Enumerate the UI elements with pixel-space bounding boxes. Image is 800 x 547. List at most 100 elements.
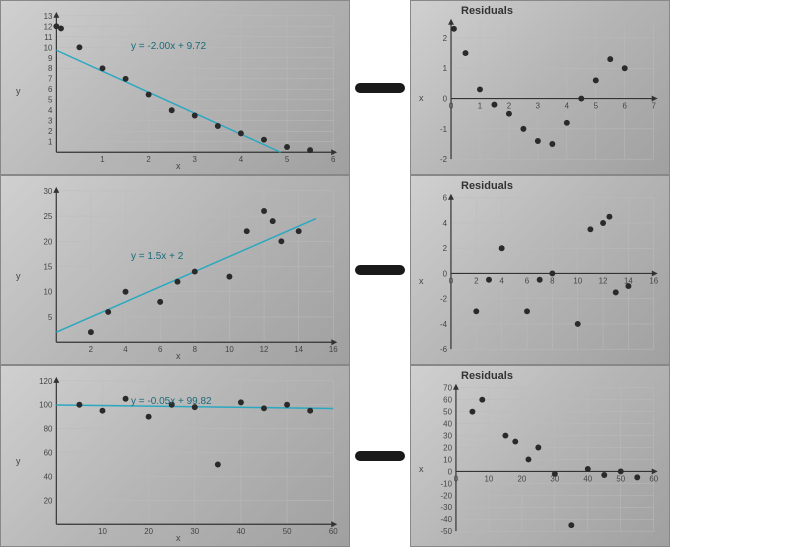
svg-text:5: 5 [48,313,53,322]
row2-residuals-panel: Residuals 0246810121416-6-4-20246 x [410,175,670,365]
svg-text:80: 80 [44,425,53,434]
svg-text:120: 120 [39,377,53,386]
svg-text:4: 4 [48,106,53,115]
row2-xlabel: x [176,351,181,361]
svg-text:7: 7 [651,101,655,110]
svg-text:10: 10 [573,276,582,285]
svg-text:12: 12 [44,22,53,31]
svg-text:7: 7 [48,75,52,84]
svg-text:14: 14 [294,345,303,354]
svg-text:11: 11 [44,33,52,42]
svg-text:6: 6 [525,276,530,285]
svg-text:3: 3 [193,155,198,164]
svg-text:6: 6 [443,194,448,203]
row1-xlabel: x [176,161,181,171]
svg-text:12: 12 [260,345,269,354]
svg-text:0: 0 [454,474,459,483]
svg-text:40: 40 [237,527,246,536]
svg-text:1: 1 [48,138,52,147]
svg-text:40: 40 [583,474,592,483]
svg-text:10: 10 [225,345,234,354]
svg-text:-4: -4 [440,320,448,329]
svg-text:6: 6 [48,85,53,94]
svg-text:12: 12 [599,276,608,285]
row1-equation: y = -2.00x + 9.72 [131,41,206,52]
svg-text:40: 40 [44,472,53,481]
row2-residuals-svg: 0246810121416-6-4-20246 [411,176,669,364]
row2-scatter-svg: 24681012141651015202530 [1,176,349,364]
svg-text:4: 4 [239,155,244,164]
row3-residuals-svg: 0102030405060-50-40-30-20-10010203040506… [411,366,669,546]
svg-text:-1: -1 [440,125,447,134]
svg-text:8: 8 [48,64,53,73]
row2-res-xlabel: x [419,276,424,286]
row1-connector [350,0,410,175]
svg-text:10: 10 [98,527,107,536]
svg-text:-2: -2 [440,155,447,164]
svg-text:2: 2 [146,155,150,164]
svg-text:5: 5 [594,101,599,110]
row3-connector [350,365,410,547]
svg-text:4: 4 [443,219,448,228]
svg-text:5: 5 [48,96,53,105]
svg-text:2: 2 [89,345,93,354]
svg-text:-20: -20 [441,491,453,500]
svg-text:0: 0 [449,276,454,285]
row3-residuals-title: Residuals [461,370,513,382]
svg-text:50: 50 [616,474,625,483]
svg-text:10: 10 [443,455,452,464]
svg-text:2: 2 [443,244,447,253]
connector-line-icon [355,451,405,461]
svg-text:-10: -10 [441,479,453,488]
svg-text:13: 13 [44,12,53,21]
row1-res-xlabel: x [419,93,424,103]
svg-text:9: 9 [48,54,53,63]
row3-ylabel: y [16,456,21,466]
svg-text:15: 15 [44,263,53,272]
row3-res-xlabel: x [419,464,424,474]
row3-xlabel: x [176,533,181,543]
svg-text:4: 4 [499,276,504,285]
svg-text:10: 10 [44,43,53,52]
connector-line-icon [355,83,405,93]
svg-text:50: 50 [283,527,292,536]
svg-text:25: 25 [44,212,53,221]
svg-text:4: 4 [565,101,570,110]
row2-scatter-panel: 24681012141651015202530 y = 1.5x + 2 y x [0,175,350,365]
connector-line-icon [355,265,405,275]
svg-text:8: 8 [193,345,198,354]
row2-equation: y = 1.5x + 2 [131,251,183,262]
row1-residuals-title: Residuals [461,5,513,17]
svg-text:2: 2 [474,276,478,285]
svg-text:-6: -6 [440,345,448,354]
svg-text:0: 0 [448,467,453,476]
svg-text:3: 3 [48,117,53,126]
chart-grid: 12345612345678910111213 y = -2.00x + 9.7… [0,0,670,547]
svg-text:60: 60 [443,396,452,405]
row1-ylabel: y [16,86,21,96]
svg-text:60: 60 [329,527,338,536]
row3-scatter-svg: 10203040506020406080100120 [1,366,349,546]
svg-text:1: 1 [443,64,447,73]
svg-text:30: 30 [443,432,452,441]
svg-text:30: 30 [190,527,199,536]
svg-text:30: 30 [44,187,53,196]
svg-text:16: 16 [649,276,658,285]
svg-text:100: 100 [39,401,53,410]
svg-text:6: 6 [623,101,628,110]
svg-text:50: 50 [443,408,452,417]
row3-residuals-panel: Residuals 0102030405060-50-40-30-20-1001… [410,365,670,547]
svg-text:0: 0 [443,95,448,104]
row1-scatter-svg: 12345612345678910111213 [1,1,349,174]
svg-text:10: 10 [485,474,494,483]
row2-residuals-title: Residuals [461,180,513,192]
svg-text:2: 2 [48,127,52,136]
svg-text:-50: -50 [441,527,453,536]
row3-equation: y = -0.05x + 99.82 [131,396,212,407]
row1-residuals-svg: 01234567-2-1012 [411,1,669,174]
svg-text:20: 20 [144,527,153,536]
svg-text:20: 20 [44,237,53,246]
svg-text:6: 6 [158,345,163,354]
row2-connector [350,175,410,365]
svg-text:60: 60 [649,474,658,483]
